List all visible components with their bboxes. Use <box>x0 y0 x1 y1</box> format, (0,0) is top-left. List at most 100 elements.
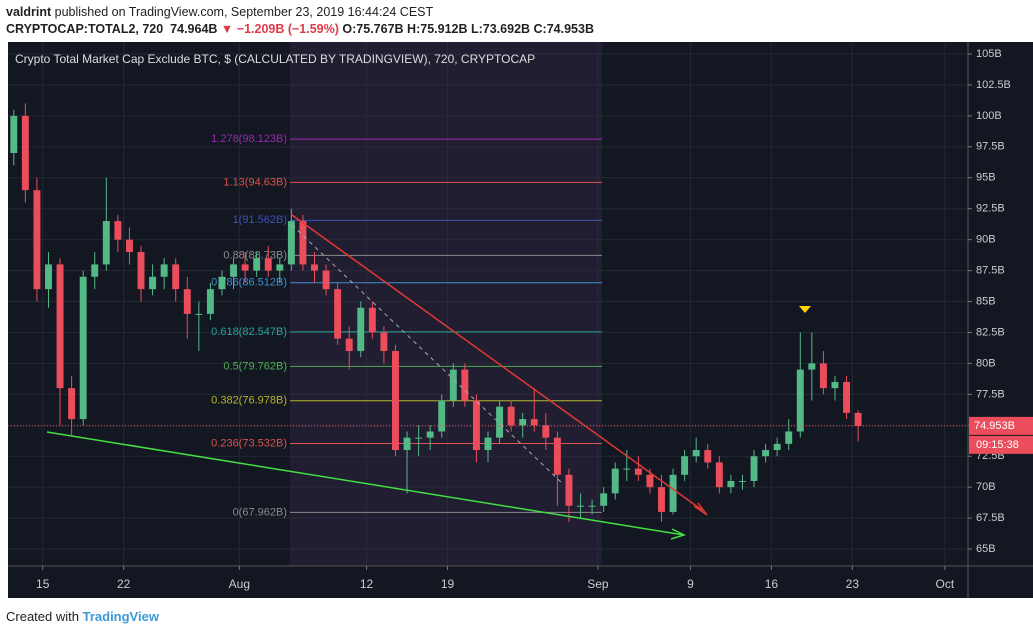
y-tick-label: 105B <box>976 48 1002 60</box>
candle-body <box>125 239 133 253</box>
candle-body <box>334 289 342 339</box>
y-tick-label: 80B <box>976 357 996 369</box>
candle-body <box>392 351 399 451</box>
fib-label: 1(91.562B) <box>233 214 287 226</box>
candle-body <box>149 276 157 290</box>
y-tick-label: 65B <box>976 543 996 555</box>
candle-body <box>33 190 41 290</box>
candle-body <box>345 338 353 352</box>
candle-body <box>715 462 723 488</box>
y-tick-label: 82.5B <box>976 326 1005 338</box>
candle-body <box>183 289 191 314</box>
fib-label: 0.786(86.512B) <box>211 277 287 289</box>
candle-body <box>843 381 851 413</box>
x-tick-label: 19 <box>441 577 455 591</box>
candle-body <box>287 221 295 265</box>
candle-body <box>819 363 827 389</box>
candle-body <box>438 400 446 432</box>
candle-body <box>762 450 770 457</box>
candle-body <box>10 115 18 154</box>
fib-label: 0.236(73.532B) <box>211 437 287 449</box>
candle-body <box>68 388 76 420</box>
candle-body <box>611 468 619 494</box>
candle-body <box>230 264 238 277</box>
header: valdrint published on TradingView.com, S… <box>6 4 594 38</box>
candle-body <box>623 468 631 470</box>
fib-label: 0(67.962B) <box>233 506 287 518</box>
trendline-red <box>291 214 703 511</box>
ohlc-open: O:75.767B <box>342 22 404 36</box>
candle-body <box>831 381 839 389</box>
candle-body <box>206 289 214 314</box>
fib-label: 0.382(76.978B) <box>211 395 287 407</box>
candle-body <box>253 258 261 271</box>
axes: 65B67.5B70B72.5B75B77.5B80B82.5B85B87.5B… <box>8 48 1033 591</box>
x-tick-label: 22 <box>117 577 131 591</box>
candle-body <box>727 480 735 488</box>
chart: 0(67.962B) 0.236(73.532B) 0.382(76.978B) 0.… <box>8 42 1033 598</box>
candle-body <box>565 474 573 506</box>
fib: 0(67.962B) 0.236(73.532B) 0.382(76.978B) 0.… <box>211 133 602 518</box>
y-tick-label: 90B <box>976 234 996 246</box>
candle-body <box>426 431 434 438</box>
chart-title: Crypto Total Market Cap Exclude BTC, $ (… <box>15 52 535 66</box>
countdown-box <box>969 435 1033 454</box>
x-tick-label: 23 <box>846 577 860 591</box>
candle-body <box>577 505 584 507</box>
ohlc-high: H:75.912B <box>407 22 468 36</box>
candle-body <box>45 264 52 290</box>
y-tick-label: 97.5B <box>976 141 1005 153</box>
x-tick-label: 12 <box>360 577 374 591</box>
candle-body <box>854 412 862 426</box>
y-tick-label: 102.5B <box>976 79 1011 91</box>
fib-zone <box>290 42 602 566</box>
candle-body <box>484 437 492 451</box>
candle-body <box>218 276 226 290</box>
trendline-green <box>46 431 685 536</box>
candle-body <box>21 115 29 191</box>
candle-body <box>553 437 561 475</box>
y-tick-label: 67.5B <box>976 512 1005 524</box>
candle-body <box>773 443 781 451</box>
x-tick-label: 9 <box>687 577 694 591</box>
x-tick-label: Oct <box>936 577 955 591</box>
symbol: CRYPTOCAP:TOTAL2, 720 <box>6 22 164 36</box>
arrow-green <box>670 528 687 540</box>
footer: Created with TradingView <box>6 609 159 624</box>
candle-body <box>357 307 365 352</box>
candle-body <box>299 221 307 265</box>
candle-body <box>796 369 804 432</box>
candle-body <box>276 264 284 271</box>
author[interactable]: valdrint <box>6 5 52 19</box>
ohlc-close: C:74.953B <box>533 22 594 36</box>
candle-body <box>681 456 689 475</box>
grid <box>8 42 968 566</box>
change: ▼ −1.209B (−1.59%) <box>220 22 339 36</box>
candle-body <box>160 264 168 277</box>
candle-body <box>322 270 330 290</box>
fib-label: 0.5(79.762B) <box>223 360 287 372</box>
candle-body <box>634 468 642 475</box>
x-tick-label: Aug <box>229 577 250 591</box>
candle-body <box>195 313 203 315</box>
candle-body <box>542 425 550 438</box>
y-tick-label: 87.5B <box>976 264 1005 276</box>
chart-bg <box>8 42 1033 598</box>
candle-body <box>137 252 145 290</box>
marker <box>799 306 811 313</box>
brand[interactable]: TradingView <box>82 609 159 624</box>
candle-body <box>750 456 758 481</box>
candle-body <box>102 221 110 265</box>
candle-body <box>669 474 677 512</box>
candle-body <box>692 450 700 457</box>
last-price-box <box>969 416 1033 435</box>
candle-body <box>241 264 249 271</box>
fib-label: 1.13(94.63B) <box>223 176 287 188</box>
y-tick-label: 70B <box>976 481 996 493</box>
candle-body <box>785 431 793 444</box>
y-tick-label: 95B <box>976 172 996 184</box>
last-price-label: 74.953B <box>974 420 1015 432</box>
candle-body <box>415 437 423 439</box>
candle-body <box>461 369 469 401</box>
